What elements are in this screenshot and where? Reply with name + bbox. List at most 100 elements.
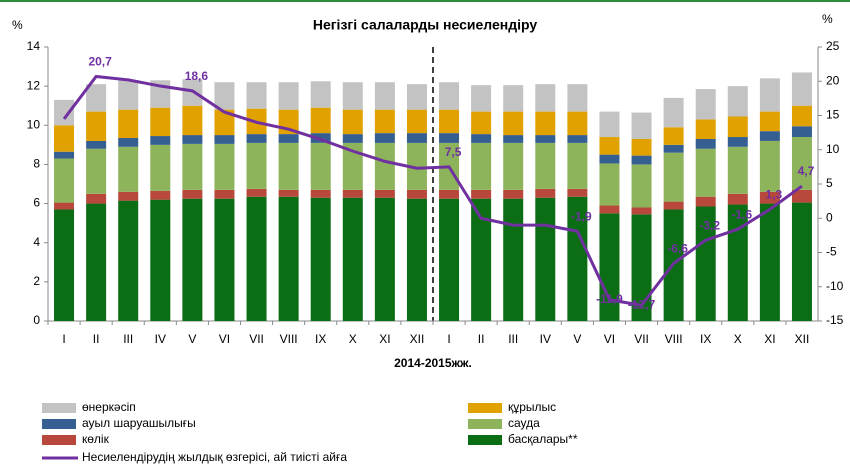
x-tick-label: XII [795, 332, 810, 346]
bar-segment [54, 151, 75, 159]
x-tick-label: VIII [665, 332, 683, 346]
bar-segment [86, 140, 107, 149]
bar-segment [695, 148, 716, 197]
bar-segment [86, 111, 107, 141]
x-tick-label: V [188, 332, 196, 346]
data-label: 4,7 [798, 164, 815, 178]
y2-tick-label: 10 [826, 142, 840, 156]
data-label: -12,7 [628, 297, 656, 311]
bar-segment [86, 193, 107, 204]
bar-segment [182, 105, 203, 136]
bar-segment [503, 198, 524, 321]
bar-segment [663, 152, 684, 202]
legend-label: сауда [508, 416, 540, 430]
y-tick-label: 14 [27, 39, 41, 53]
bar-segment [503, 142, 524, 190]
bar-segment [86, 84, 107, 112]
legend-swatch [42, 403, 76, 413]
bar-segment [374, 189, 395, 198]
bar-segment [695, 196, 716, 207]
bar-segment [471, 111, 492, 135]
bar-segment [663, 97, 684, 128]
bar-segment [246, 196, 267, 321]
y2-tick-label: 5 [826, 176, 833, 190]
y2-tick-label: -15 [826, 313, 844, 327]
x-tick-label: IV [540, 332, 551, 346]
bar-segment [791, 202, 812, 321]
bar-segment [791, 72, 812, 106]
bar-segment [278, 189, 299, 197]
y2-tick-label: 0 [826, 210, 833, 224]
bar-segment [663, 144, 684, 153]
bar-segment [374, 109, 395, 134]
bar-segment [406, 84, 427, 110]
bar-segment [759, 203, 780, 321]
bar-segment [374, 133, 395, 143]
bar-segment [118, 146, 139, 192]
bar-segment [182, 135, 203, 144]
x-tick-label: VIII [280, 332, 298, 346]
y-axis-unit: % [12, 18, 23, 32]
bar-segment [406, 142, 427, 190]
bar-segment [246, 134, 267, 143]
bar-segment [374, 197, 395, 321]
bar-segment [791, 105, 812, 127]
bar-segment [406, 198, 427, 321]
bar-segment [182, 143, 203, 190]
bar-segment [727, 137, 748, 147]
bar-segment [471, 134, 492, 143]
bar-segment [535, 142, 556, 189]
bar-segment [118, 109, 139, 139]
bar-segment [439, 82, 460, 110]
bar-segment [54, 202, 75, 210]
y2-tick-label: 20 [826, 73, 840, 87]
bar-segment [214, 135, 235, 144]
bar-segment [214, 143, 235, 190]
data-label: 7,5 [445, 145, 462, 159]
bar-segment [54, 125, 75, 152]
bar-segment [342, 189, 363, 198]
bar-segment [278, 142, 299, 190]
bar-segment [631, 207, 652, 215]
y2-tick-label: 15 [826, 108, 840, 122]
bar-segment [118, 80, 139, 110]
x-tick-label: II [93, 332, 100, 346]
bar-segment [535, 84, 556, 112]
bar-segment [695, 89, 716, 120]
bar-segment [342, 197, 363, 321]
bar-segment [791, 137, 812, 190]
x-tick-label: IV [155, 332, 166, 346]
bar-segment [406, 189, 427, 199]
bar-segment [567, 196, 588, 321]
bar-segment [118, 200, 139, 321]
bar-segment [54, 158, 75, 203]
legend-label: ауыл шаруашылығы [82, 416, 196, 430]
bar-segment [342, 82, 363, 110]
bar-segment [214, 109, 235, 136]
bar-segment [310, 81, 331, 108]
data-label: 1,3 [766, 188, 783, 202]
bar-segment [599, 213, 620, 321]
bar-segment [791, 126, 812, 138]
bar-segment [631, 112, 652, 139]
bar-segment [406, 133, 427, 143]
bar-segment [214, 189, 235, 199]
bar-segment [567, 84, 588, 112]
bar-segment [567, 111, 588, 136]
bar-segment [406, 109, 427, 134]
y2-tick-label: 25 [826, 39, 840, 53]
y-tick-label: 4 [33, 235, 40, 249]
x-tick-label: III [123, 332, 133, 346]
bar-segment [791, 189, 812, 203]
bar-segment [727, 193, 748, 205]
data-label: -11,9 [596, 292, 623, 306]
bar-segment [182, 198, 203, 321]
legend-label: Несиелендірудің жылдық өзгерісі, ай тиіс… [82, 450, 347, 464]
bar-segment [727, 86, 748, 117]
bar-segment [342, 134, 363, 143]
bar-segment [342, 142, 363, 190]
bar-segment [278, 82, 299, 110]
x-tick-label: VII [249, 332, 264, 346]
legend-label: өнеркәсіп [82, 400, 136, 414]
